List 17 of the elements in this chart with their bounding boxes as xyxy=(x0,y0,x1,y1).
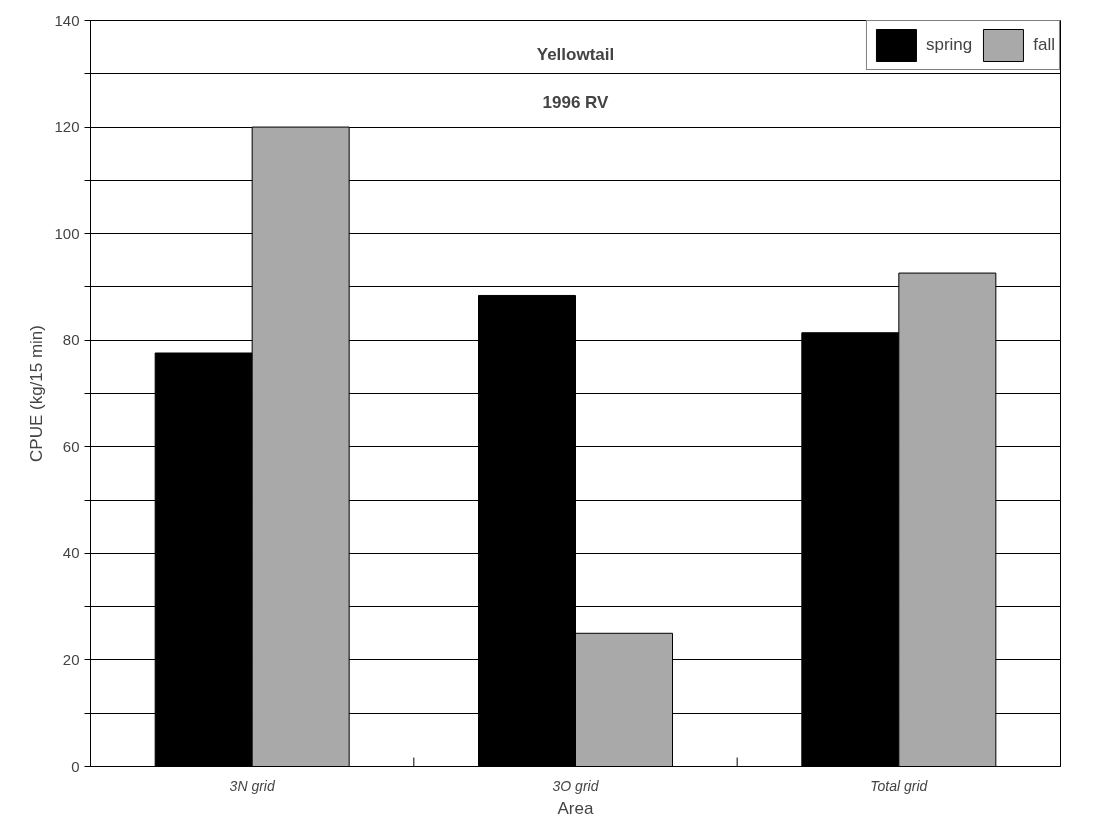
y-tick-label: 80 xyxy=(62,331,80,349)
x-tick-label: 3N grid xyxy=(229,777,276,794)
legend-label: spring xyxy=(925,35,973,55)
legend-label: fall xyxy=(1033,35,1055,55)
y-tick-label: 140 xyxy=(54,11,80,29)
x-tick-label: Total grid xyxy=(870,777,929,794)
y-tick-label: 40 xyxy=(62,544,80,562)
y-tick-label: 0 xyxy=(71,757,80,775)
y-axis-title: CPUE (kg/15 min) xyxy=(27,325,47,462)
y-tick-label: 60 xyxy=(62,437,80,455)
x-tick-label: 3O grid xyxy=(552,777,600,794)
x-axis-title: Area xyxy=(557,798,594,818)
y-tick-label: 100 xyxy=(54,224,80,242)
text: 1996 RV xyxy=(542,93,610,113)
y-tick-label: 20 xyxy=(62,650,80,668)
y-tick-label: 120 xyxy=(54,118,80,136)
text: Yellowtail xyxy=(536,44,615,64)
